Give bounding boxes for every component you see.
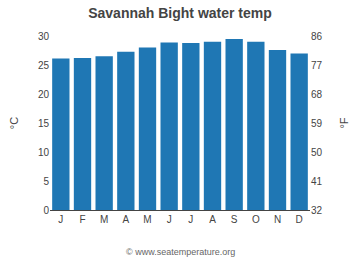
svg-text:N: N (274, 214, 281, 225)
svg-text:A: A (122, 214, 129, 225)
svg-text:F: F (79, 214, 85, 225)
svg-text:77: 77 (311, 60, 323, 71)
svg-text:41: 41 (311, 176, 323, 187)
svg-text:20: 20 (38, 89, 50, 100)
svg-text:10: 10 (38, 147, 50, 158)
svg-text:15: 15 (38, 118, 50, 129)
svg-text:D: D (296, 214, 303, 225)
svg-text:0: 0 (43, 205, 49, 216)
svg-text:32: 32 (311, 205, 323, 216)
svg-text:68: 68 (311, 89, 323, 100)
svg-text:°C: °C (8, 117, 20, 129)
svg-text:Savannah Bight water temp: Savannah Bight water temp (88, 5, 272, 21)
svg-text:M: M (100, 214, 108, 225)
svg-text:5: 5 (43, 176, 49, 187)
svg-text:59: 59 (311, 118, 323, 129)
svg-text:J: J (167, 214, 172, 225)
svg-text:J: J (58, 214, 63, 225)
svg-text:86: 86 (311, 31, 323, 42)
svg-text:M: M (143, 214, 151, 225)
svg-text:J: J (188, 214, 193, 225)
svg-text:25: 25 (38, 60, 50, 71)
svg-text:30: 30 (38, 31, 50, 42)
svg-text:O: O (252, 214, 260, 225)
svg-text:50: 50 (311, 147, 323, 158)
svg-text:A: A (209, 214, 216, 225)
svg-text:S: S (231, 214, 238, 225)
svg-text:© www.seatemperature.org: © www.seatemperature.org (126, 247, 235, 257)
svg-text:°F: °F (338, 117, 350, 128)
